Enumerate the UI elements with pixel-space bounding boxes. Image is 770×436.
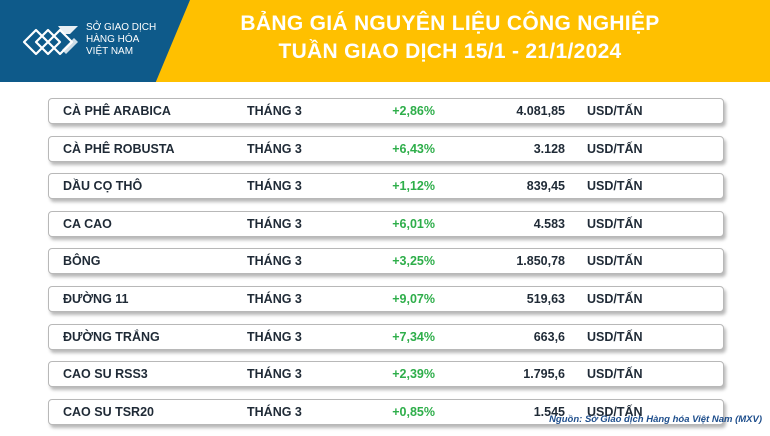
commodity-name: CAO SU TSR20 (63, 404, 154, 419)
logo-line-3: VIỆT NAM (86, 46, 134, 57)
contract-month: THÁNG 3 (247, 291, 302, 306)
weekly-change: +7,34% (392, 329, 435, 344)
price-unit: USD/TẤN (587, 216, 643, 231)
weekly-change: +2,86% (392, 104, 435, 118)
price-unit: USD/TẤN (587, 254, 643, 269)
closing-price: 4.081,85 (516, 104, 565, 118)
weekly-change: +9,07% (392, 291, 435, 306)
closing-price: 839,45 (526, 179, 565, 194)
price-unit: USD/TẤN (587, 104, 643, 118)
closing-price: 1.795,6 (523, 367, 565, 382)
price-unit: USD/TẤN (587, 404, 643, 419)
weekly-change: +3,25% (392, 254, 435, 269)
commodity-price-table: CÀ PHÊ ARABICA THÁNG 3 +2,86% 4.081,85 USD/T… (48, 98, 724, 436)
table-row: DẦU CỌ THÔ THÁNG 3 +1,12% 839,45 USD/TẤN (48, 173, 724, 200)
weekly-change: +1,12% (392, 179, 435, 194)
price-unit: USD/TẤN (587, 179, 643, 194)
price-unit: USD/TẤN (587, 367, 643, 382)
commodity-name: CAO SU RSS3 (63, 367, 148, 382)
price-unit: USD/TẤN (587, 291, 643, 306)
mxv-logo-icon (22, 26, 78, 56)
logo-line-2: HÀNG HÓA (86, 34, 140, 45)
closing-price: 4.583 (533, 216, 565, 231)
page-subtitle: TUẦN GIAO DỊCH 15/1 - 21/1/2024 (278, 40, 622, 63)
mxv-logo-text: SỞ GIAO DỊCH HÀNG HÓA VIỆT NAM (86, 22, 156, 58)
table-row: CAO SU TSR20 THÁNG 3 +0,85% 1.545 USD/TẤN (48, 398, 724, 425)
contract-month: THÁNG 3 (247, 367, 302, 382)
contract-month: THÁNG 3 (247, 254, 302, 269)
closing-price: 663,6 (533, 329, 565, 344)
commodity-name: CA CAO (63, 216, 112, 231)
contract-month: THÁNG 3 (247, 329, 302, 344)
contract-month: THÁNG 3 (247, 104, 302, 118)
closing-price: 519,63 (526, 291, 565, 306)
contract-month: THÁNG 3 (247, 179, 302, 194)
weekly-change: +6,01% (392, 216, 435, 231)
page-title: BẢNG GIÁ NGUYÊN LIỆU CÔNG NGHIỆP (240, 12, 660, 35)
table-row: CAO SU RSS3 THÁNG 3 +2,39% 1.795,6 USD/TẤN (48, 361, 724, 388)
mxv-logo: SỞ GIAO DỊCH HÀNG HÓA VIỆT NAM (22, 18, 192, 64)
table-row: BÔNG THÁNG 3 +3,25% 1.850,78 USD/TẤN (48, 248, 724, 275)
contract-month: THÁNG 3 (247, 141, 302, 156)
price-unit: USD/TẤN (587, 141, 643, 156)
table-row: CA CAO THÁNG 3 +6,01% 4.583 USD/TẤN (48, 210, 724, 237)
commodity-name: CÀ PHÊ ROBUSTA (63, 141, 175, 156)
closing-price: 1.545 (533, 404, 565, 419)
table-row: ĐƯỜNG 11 THÁNG 3 +9,07% 519,63 USD/TẤN (48, 285, 724, 312)
table-row: CÀ PHÊ ROBUSTA THÁNG 3 +6,43% 3.128 USD/TẤN (48, 135, 724, 162)
closing-price: 3.128 (533, 141, 565, 156)
contract-month: THÁNG 3 (247, 404, 302, 419)
commodity-name: BÔNG (63, 254, 101, 269)
commodity-name: ĐƯỜNG 11 (63, 291, 129, 306)
header-blue-panel (0, 0, 190, 82)
weekly-change: +2,39% (392, 367, 435, 382)
commodity-name: DẦU CỌ THÔ (63, 179, 143, 194)
closing-price: 1.850,78 (516, 254, 565, 269)
table-row: CÀ PHÊ ARABICA THÁNG 3 +2,86% 4.081,85 USD/T… (48, 98, 724, 124)
source-note: Nguồn: Sở Giao dịch Hàng hóa Việt Nam (M… (549, 414, 762, 425)
commodity-name: ĐƯỜNG TRẮNG (63, 329, 160, 344)
table-row: ĐƯỜNG TRẮNG THÁNG 3 +7,34% 663,6 USD/TẤN (48, 323, 724, 350)
weekly-change: +0,85% (392, 404, 435, 419)
price-unit: USD/TẤN (587, 329, 643, 344)
logo-line-1: SỞ GIAO DỊCH (86, 22, 157, 33)
weekly-change: +6,43% (392, 141, 435, 156)
contract-month: THÁNG 3 (247, 216, 302, 231)
commodity-name: CÀ PHÊ ARABICA (63, 104, 171, 118)
header-banner: SỞ GIAO DỊCH HÀNG HÓA VIỆT NAM BẢNG GIÁ … (0, 0, 770, 82)
